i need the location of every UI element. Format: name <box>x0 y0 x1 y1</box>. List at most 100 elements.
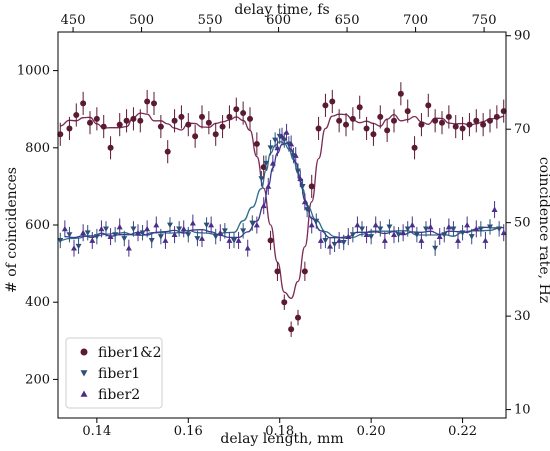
top-tick-label: 650 <box>335 13 360 28</box>
data-point <box>480 121 487 128</box>
top-axis-title: delay time, fs <box>234 2 329 18</box>
fit-curve-1 <box>60 112 504 299</box>
data-point <box>66 232 73 238</box>
data-point <box>157 123 164 130</box>
data-point <box>57 131 64 138</box>
data-point <box>436 233 443 239</box>
legend-box <box>65 337 163 409</box>
y-axis-title-right: coincidence rate, Hz <box>536 157 550 303</box>
data-point <box>345 233 352 239</box>
data-point <box>171 231 178 238</box>
data-points <box>57 82 507 337</box>
data-point <box>279 133 285 139</box>
fit-curve-3 <box>64 142 504 239</box>
data-point <box>482 237 489 243</box>
data-point <box>247 115 253 122</box>
data-point <box>226 113 233 120</box>
data-point <box>107 233 114 239</box>
data-point <box>249 220 256 227</box>
data-point <box>265 183 272 189</box>
top-tick-label: 450 <box>61 13 86 28</box>
data-point <box>274 268 281 275</box>
data-point <box>468 234 475 240</box>
data-point <box>487 224 493 230</box>
data-point <box>292 152 299 158</box>
series-2 <box>57 128 503 256</box>
data-point <box>445 223 452 230</box>
data-point <box>244 245 251 251</box>
data-point <box>194 236 201 242</box>
data-point <box>112 232 119 238</box>
x-tick-label: 0.14 <box>82 424 111 439</box>
data-point <box>93 115 100 122</box>
legend-label-3: fiber2 <box>98 387 140 403</box>
data-point <box>116 223 123 230</box>
data-point <box>185 121 192 128</box>
data-point <box>98 225 105 232</box>
data-point <box>423 226 429 232</box>
data-point <box>349 115 356 122</box>
legend-marker-1 <box>80 348 88 356</box>
data-point <box>148 238 155 244</box>
data-point <box>84 230 91 236</box>
data-point <box>370 131 377 138</box>
data-point <box>178 113 185 120</box>
data-point <box>381 237 388 243</box>
data-point <box>491 206 498 212</box>
data-point <box>336 117 343 124</box>
data-point <box>322 238 329 244</box>
data-point <box>445 113 452 120</box>
data-point <box>212 131 219 138</box>
series-1 <box>57 82 507 337</box>
data-point <box>167 222 173 228</box>
data-point <box>75 243 82 250</box>
data-point <box>253 222 260 228</box>
data-point <box>89 237 96 243</box>
data-point <box>240 110 247 117</box>
x-axis-title: delay length, mm <box>220 431 343 447</box>
data-point <box>121 236 128 242</box>
data-point <box>397 90 404 97</box>
legend-label-1: fiber1&2 <box>98 345 162 361</box>
data-point <box>205 119 212 126</box>
data-point <box>343 121 349 128</box>
data-point <box>199 113 205 120</box>
data-point <box>500 108 507 115</box>
data-point <box>226 237 233 243</box>
data-point <box>288 326 295 333</box>
y-tick-label: 1000 <box>17 64 50 79</box>
data-point <box>304 207 311 213</box>
data-point <box>313 218 320 225</box>
data-point <box>384 127 391 134</box>
data-point <box>391 231 397 238</box>
data-point <box>283 129 290 135</box>
data-point <box>263 160 269 167</box>
data-point <box>464 222 471 228</box>
right-tick-label: 70 <box>514 122 531 137</box>
y-tick-label: 800 <box>25 141 50 156</box>
data-point <box>459 125 466 132</box>
data-point <box>363 231 370 238</box>
x-tick-label: 0.18 <box>265 424 294 439</box>
series-3 <box>61 123 507 257</box>
data-point <box>455 237 461 243</box>
data-point <box>144 225 151 232</box>
data-point <box>267 145 274 151</box>
data-point <box>418 121 425 128</box>
top-tick-label: 550 <box>198 13 223 28</box>
axes: 0.14 0.16 0.18 0.20 0.22 450 500 550 600 650 700 75… <box>17 13 531 439</box>
data-point <box>192 133 199 140</box>
data-point <box>372 222 379 228</box>
y-axis-title-left: # of coincidences <box>4 167 20 293</box>
data-point <box>288 140 295 147</box>
data-point <box>413 232 420 238</box>
data-point <box>164 148 171 155</box>
data-point <box>130 226 137 232</box>
data-point <box>477 226 484 232</box>
data-point <box>500 229 507 236</box>
data-point <box>267 237 274 244</box>
legend: fiber1&2 fiber1 fiber2 <box>65 337 163 409</box>
top-tick-label: 600 <box>266 13 291 28</box>
data-point <box>427 223 434 230</box>
